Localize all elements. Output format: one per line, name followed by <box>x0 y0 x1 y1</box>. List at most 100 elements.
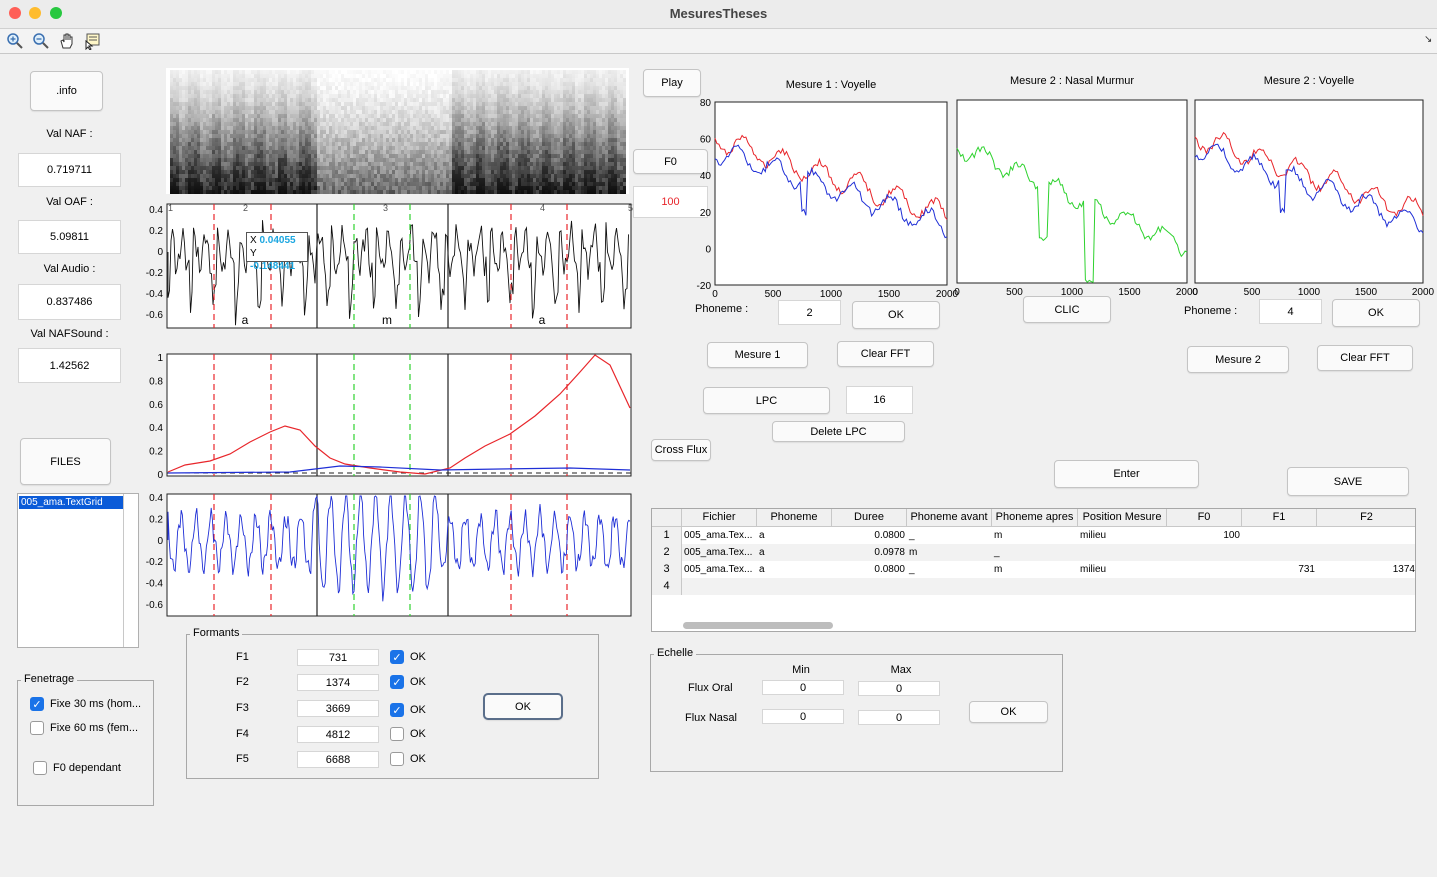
mesure-1-button[interactable]: Mesure 1 <box>707 342 808 368</box>
table-cell[interactable]: m <box>994 564 1003 575</box>
formant-value-input[interactable]: 3669 <box>297 700 379 717</box>
table-cell[interactable]: a <box>759 547 765 558</box>
phoneme-ok-button-1[interactable]: OK <box>852 301 940 329</box>
y-tick-label: 0.8 <box>149 376 163 387</box>
close-window-button[interactable] <box>9 7 21 19</box>
table-cell[interactable] <box>1167 544 1242 561</box>
datatip[interactable]: X 0.04055 Y -0.148441 <box>246 232 308 272</box>
table-cell[interactable] <box>1242 527 1317 544</box>
minimize-window-button[interactable] <box>29 7 41 19</box>
formant-value-input[interactable]: 731 <box>297 649 379 666</box>
table-column-header[interactable]: Duree <box>832 509 907 526</box>
table-cell[interactable] <box>1317 527 1415 544</box>
table-cell[interactable]: 005_ama.Tex... <box>684 530 753 541</box>
play-button[interactable]: Play <box>643 69 701 97</box>
table-column-header[interactable]: F1 <box>1242 509 1317 526</box>
table-column-header[interactable]: Position Mesure <box>1078 509 1167 526</box>
file-list-item[interactable]: 005_ama.TextGrid <box>19 496 123 509</box>
table-horizontal-scrollbar[interactable] <box>683 622 833 629</box>
clic-button[interactable]: CLIC <box>1023 296 1111 323</box>
formant-value-input[interactable]: 4812 <box>297 726 379 743</box>
table-cell[interactable] <box>1078 544 1167 561</box>
table-row[interactable]: 4 <box>652 578 1415 595</box>
mesure-2-button[interactable]: Mesure 2 <box>1187 346 1289 373</box>
table-cell[interactable]: 100 <box>1223 530 1240 541</box>
flux-nasal-min-input[interactable]: 0 <box>762 709 844 724</box>
flux-nasal-max-input[interactable]: 0 <box>858 710 940 725</box>
table-cell[interactable]: _ <box>909 530 915 541</box>
formant-ok-checkbox[interactable]: ✓ <box>390 703 404 717</box>
data-cursor-icon[interactable] <box>84 32 102 50</box>
x-tick-label: 2000 <box>936 289 959 300</box>
phoneme-input-2[interactable]: 4 <box>1259 299 1322 324</box>
f0-dependant-checkbox[interactable] <box>33 761 47 775</box>
table-row[interactable]: 2 005_ama.Tex... a 0.0978 m _ <box>652 544 1415 561</box>
formant-ok-checkbox[interactable]: ✓ <box>390 675 404 689</box>
table-row[interactable]: 1 005_ama.Tex... a 0.0800 _ m milieu 100 <box>652 527 1415 544</box>
table-cell[interactable]: 1374 <box>1392 564 1415 575</box>
table-cell[interactable] <box>1167 561 1242 578</box>
lpc-button[interactable]: LPC <box>703 387 830 414</box>
table-cell[interactable]: milieu <box>1080 530 1107 541</box>
table-cell[interactable]: a <box>759 530 765 541</box>
flux-oral-max-input[interactable]: 0 <box>858 681 940 696</box>
audio-plot[interactable]: 0.40.20-0.2-0.4-0.6 <box>140 490 640 622</box>
table-column-header[interactable]: Phoneme <box>757 509 832 526</box>
info-button[interactable]: .info <box>30 71 103 111</box>
table-cell[interactable]: _ <box>909 564 915 575</box>
table-cell[interactable]: 0.0800 <box>874 564 905 575</box>
flux-oral-min-input[interactable]: 0 <box>762 680 844 695</box>
table-cell[interactable]: m <box>994 530 1003 541</box>
table-cell[interactable] <box>1242 544 1317 561</box>
delete-lpc-button[interactable]: Delete LPC <box>772 421 905 442</box>
table-cell[interactable]: 005_ama.Tex... <box>684 564 753 575</box>
table-cell[interactable] <box>1317 544 1415 561</box>
cross-flux-button[interactable]: Cross Flux <box>651 439 711 461</box>
f0-button[interactable]: F0 <box>633 149 708 174</box>
formant-value-input[interactable]: 6688 <box>297 751 379 768</box>
table-row[interactable]: 3 005_ama.Tex... a 0.0800 _ m milieu 731 1374 <box>652 561 1415 578</box>
table-cell[interactable]: 005_ama.Tex... <box>684 547 753 558</box>
formant-ok-checkbox[interactable] <box>390 752 404 766</box>
maximize-window-button[interactable] <box>50 7 62 19</box>
lpc-order-input[interactable]: 16 <box>846 386 913 414</box>
formant-ok-checkbox[interactable]: ✓ <box>390 650 404 664</box>
table-cell[interactable]: _ <box>994 547 1000 558</box>
table-cell[interactable]: 0.0978 <box>874 547 905 558</box>
results-table[interactable]: Fichier Phoneme Duree Phoneme avant Phoneme … <box>651 508 1416 632</box>
phoneme-ok-button-2[interactable]: OK <box>1332 299 1420 327</box>
echelle-ok-button[interactable]: OK <box>969 701 1048 723</box>
clear-fft-button-1[interactable]: Clear FFT <box>837 341 934 367</box>
files-button[interactable]: FILES <box>20 438 111 485</box>
val-audio-field: 0.837486 <box>18 284 121 320</box>
flux-plot[interactable]: 10.80.60.40.20 <box>140 350 640 482</box>
save-button[interactable]: SAVE <box>1287 467 1409 496</box>
phoneme-input-1[interactable]: 2 <box>778 300 841 325</box>
f0-value-field[interactable]: 100 <box>633 186 708 218</box>
fixe-60ms-checkbox[interactable] <box>30 721 44 735</box>
table-column-header[interactable]: F2 <box>1317 509 1415 526</box>
table-column-header[interactable]: Phoneme avant <box>907 509 992 526</box>
formant-ok-checkbox[interactable] <box>390 727 404 741</box>
table-column-header[interactable]: Phoneme apres <box>992 509 1078 526</box>
files-listbox[interactable]: 005_ama.TextGrid <box>17 493 139 648</box>
waveform-plot[interactable]: 0.40.20-0.2-0.4-0.6 a m a 1 2 3 4 5 <box>140 200 640 332</box>
fixe-30ms-checkbox[interactable]: ✓ <box>30 697 44 711</box>
clear-fft-button-2[interactable]: Clear FFT <box>1317 345 1413 371</box>
table-column-header[interactable]: F0 <box>1167 509 1242 526</box>
table-cell[interactable]: 731 <box>1298 564 1315 575</box>
table-column-header[interactable]: Fichier <box>682 509 757 526</box>
table-cell[interactable]: m <box>909 547 918 558</box>
formants-ok-button[interactable]: OK <box>483 693 563 720</box>
enter-button[interactable]: Enter <box>1054 460 1199 488</box>
table-cell[interactable]: 0.0800 <box>874 530 905 541</box>
table-cell[interactable]: milieu <box>1080 564 1107 575</box>
toolbar-overflow-icon[interactable]: ↘ <box>1424 34 1433 45</box>
formant-value-input[interactable]: 1374 <box>297 674 379 691</box>
zoom-in-icon[interactable] <box>6 32 24 50</box>
table-cell[interactable]: a <box>759 564 765 575</box>
listbox-scrollbar[interactable] <box>123 494 124 647</box>
pan-hand-icon[interactable] <box>58 32 76 50</box>
zoom-out-icon[interactable] <box>32 32 50 50</box>
